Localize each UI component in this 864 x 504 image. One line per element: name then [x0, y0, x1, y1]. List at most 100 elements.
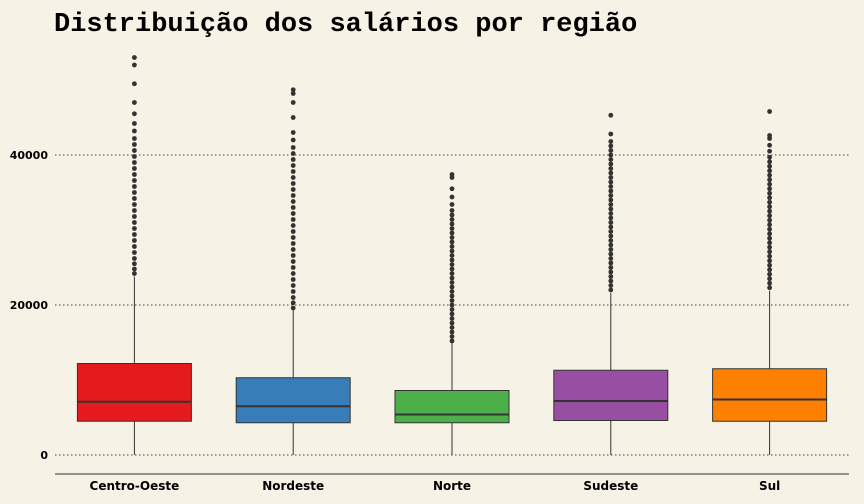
outlier-point: [608, 161, 614, 167]
outlier-point: [767, 186, 772, 192]
outlier-point: [449, 316, 455, 321]
outlier-point: [767, 109, 772, 114]
outlier-point: [449, 217, 455, 222]
outlier-point: [608, 269, 614, 275]
outlier-point: [290, 229, 296, 234]
outlier-point: [449, 248, 455, 254]
x-tick-label: Sudeste: [583, 479, 638, 493]
outlier-point: [608, 233, 614, 239]
outlier-point: [290, 305, 296, 311]
outlier-point: [290, 241, 296, 246]
outlier-point: [767, 271, 772, 277]
outlier-point: [767, 208, 772, 214]
outlier-point: [608, 224, 614, 230]
outlier-point: [132, 256, 137, 261]
outlier-point: [767, 172, 772, 178]
outlier-point: [449, 244, 455, 249]
outlier-point: [132, 271, 137, 276]
outlier-point: [132, 142, 137, 147]
outlier-point: [132, 190, 137, 195]
outlier-point: [608, 188, 614, 194]
outlier-point: [449, 239, 455, 245]
outlier-point: [132, 266, 137, 272]
outlier-point: [290, 247, 296, 252]
outlier-point: [767, 222, 772, 228]
outlier-point: [608, 131, 614, 137]
outlier-point: [449, 186, 455, 192]
box-iqr: [76, 363, 192, 422]
outlier-point: [608, 287, 614, 293]
outlier-point: [449, 257, 455, 263]
outlier-point: [767, 213, 772, 219]
outlier-point: [290, 289, 296, 294]
outlier-point: [608, 112, 614, 118]
outlier-point: [449, 334, 455, 339]
outlier-point: [290, 223, 296, 228]
outlier-point: [767, 159, 772, 165]
outlier-point: [767, 195, 772, 201]
outlier-point: [608, 179, 614, 185]
outlier-point: [132, 184, 137, 189]
outlier-point: [767, 204, 772, 210]
outlier-point: [449, 275, 455, 281]
outlier-point: [767, 217, 772, 223]
box-group: [712, 109, 828, 455]
outlier-point: [290, 91, 296, 96]
outlier-point: [132, 238, 137, 243]
outlier-point: [290, 115, 296, 120]
outlier-point: [608, 148, 614, 153]
outlier-point: [449, 293, 455, 299]
outlier-point: [767, 231, 772, 237]
x-tick-label: Centro-Oeste: [90, 479, 180, 493]
box-group: [394, 172, 510, 455]
outlier-point: [449, 212, 455, 218]
outlier-point: [449, 289, 455, 294]
outlier-point: [449, 208, 455, 213]
outlier-point: [608, 215, 614, 221]
outlier-point: [290, 100, 296, 105]
outlier-point: [767, 258, 772, 264]
outlier-point: [290, 199, 296, 204]
outlier-point: [132, 62, 137, 68]
outlier-point: [290, 193, 296, 198]
outlier-point: [449, 194, 455, 200]
outlier-point: [132, 220, 137, 225]
outlier-point: [290, 277, 296, 282]
outlier-point: [132, 226, 137, 231]
box-group: [76, 55, 192, 455]
outlier-point: [290, 87, 296, 93]
outlier-point: [290, 175, 296, 180]
outlier-point: [767, 253, 772, 259]
outlier-point: [608, 283, 614, 288]
outlier-point: [132, 111, 137, 117]
outlier-point: [608, 265, 614, 270]
outlier-point: [290, 157, 296, 162]
box-iqr: [235, 377, 351, 424]
outlier-point: [132, 250, 137, 255]
outlier-point: [449, 280, 455, 285]
outlier-point: [608, 229, 614, 234]
outlier-point: [449, 311, 455, 317]
outlier-point: [290, 205, 296, 210]
outlier-point: [132, 166, 137, 171]
box-group: [235, 87, 351, 455]
outlier-point: [767, 244, 772, 250]
outlier-point: [132, 214, 137, 219]
outlier-point: [290, 271, 296, 276]
outlier-point: [767, 262, 772, 268]
outlier-point: [132, 202, 137, 207]
outlier-point: [449, 325, 455, 330]
outlier-point: [767, 276, 772, 282]
outlier-point: [132, 244, 137, 249]
outlier-point: [290, 169, 296, 174]
outlier-point: [608, 278, 614, 284]
y-axis-ticks: 0 20000 40000: [10, 149, 49, 462]
outlier-point: [767, 133, 772, 138]
outlier-point: [608, 247, 614, 252]
outlier-point: [290, 259, 296, 264]
outlier-point: [132, 148, 137, 153]
outlier-point: [290, 295, 296, 300]
outlier-point: [608, 242, 614, 248]
outlier-point: [608, 175, 614, 180]
outlier-point: [290, 137, 296, 143]
